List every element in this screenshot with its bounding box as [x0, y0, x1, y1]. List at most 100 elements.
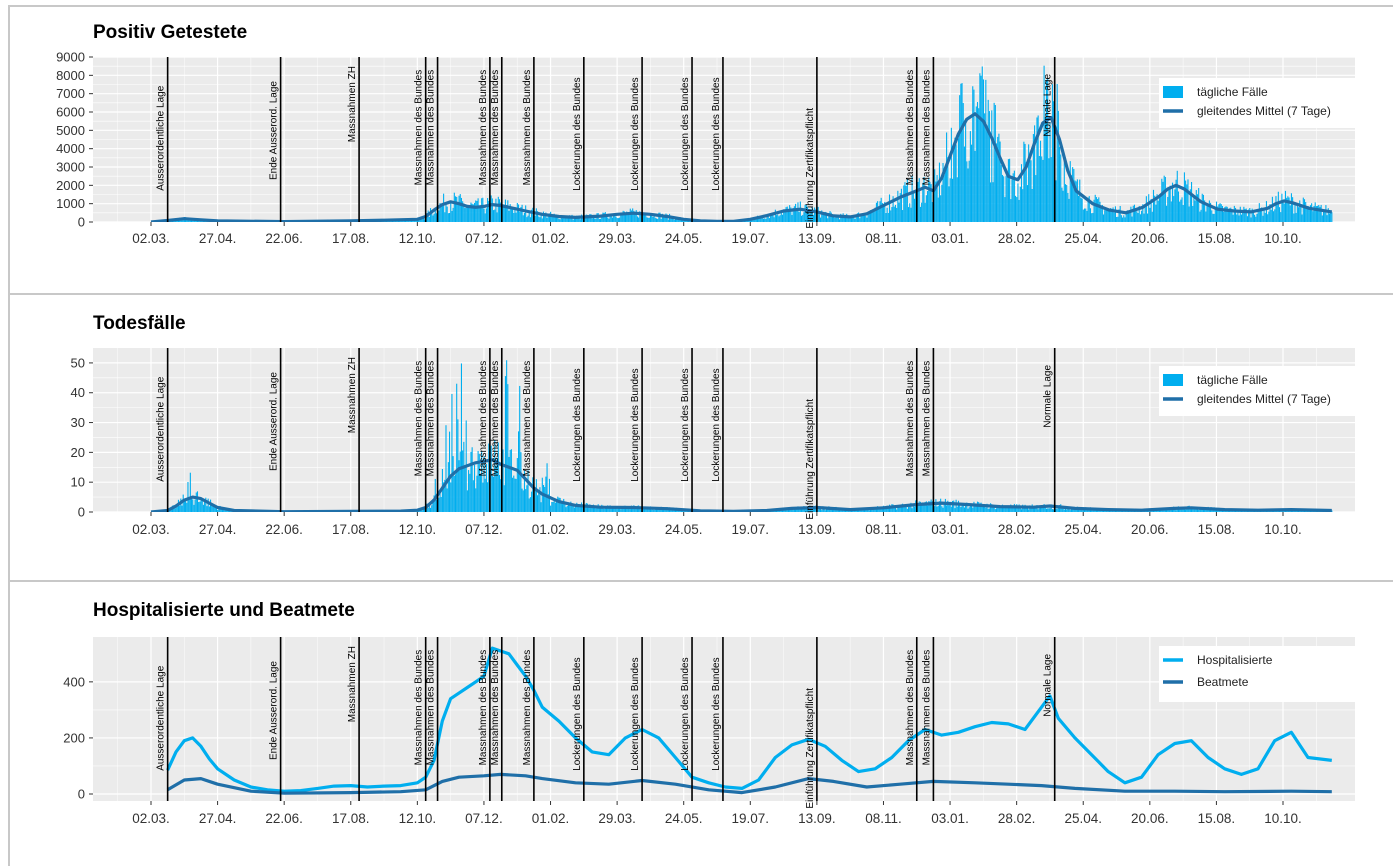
- bar: [819, 217, 822, 222]
- bar: [427, 508, 429, 512]
- bar: [950, 506, 952, 512]
- bar: [837, 216, 839, 222]
- legend-background: [1159, 646, 1355, 702]
- bar: [859, 509, 861, 512]
- bar: [465, 207, 467, 222]
- bar: [558, 218, 560, 222]
- bar: [1003, 507, 1005, 512]
- bar: [615, 216, 617, 222]
- bar: [1219, 510, 1221, 512]
- bar: [674, 219, 677, 222]
- bar: [514, 478, 516, 512]
- bar: [188, 497, 190, 512]
- bar: [509, 449, 511, 512]
- bar: [1322, 209, 1325, 222]
- bar: [976, 501, 979, 512]
- bar: [531, 491, 533, 512]
- bar: [804, 508, 806, 512]
- bar: [534, 489, 536, 512]
- bar: [1063, 509, 1065, 512]
- bar: [986, 503, 988, 512]
- bar: [591, 505, 593, 512]
- bar: [1212, 213, 1214, 222]
- bar: [449, 431, 451, 512]
- bar: [431, 211, 433, 222]
- bar: [814, 207, 816, 222]
- bar: [982, 506, 985, 512]
- bar: [868, 213, 870, 222]
- bar: [936, 506, 938, 512]
- bar: [867, 508, 869, 512]
- x-tick-label: 19.07.: [732, 811, 770, 826]
- bar: [1143, 213, 1145, 222]
- bar: [522, 215, 524, 222]
- bar: [190, 220, 193, 222]
- bar: [1075, 181, 1077, 222]
- x-tick-label: 07.12.: [465, 522, 503, 537]
- bar: [1000, 165, 1002, 222]
- bar: [192, 499, 194, 512]
- bar: [174, 508, 176, 512]
- bar: [798, 212, 800, 222]
- legend-label: Hospitalisierte: [1197, 653, 1273, 667]
- bar: [476, 475, 478, 512]
- bar: [1049, 508, 1051, 512]
- bar: [639, 508, 641, 512]
- bar: [921, 202, 923, 222]
- bar: [600, 507, 602, 512]
- bar: [1081, 508, 1083, 512]
- event-label: Lockerungen des Bundes: [711, 77, 722, 190]
- bar: [937, 505, 939, 512]
- bar: [447, 462, 449, 512]
- bar: [844, 214, 847, 222]
- bar: [1220, 204, 1222, 222]
- bar: [504, 376, 506, 512]
- bar: [479, 206, 482, 222]
- bar: [1087, 510, 1089, 512]
- bar: [551, 502, 553, 512]
- bar: [453, 192, 455, 222]
- bar: [792, 207, 794, 222]
- bar: [654, 217, 656, 222]
- bar: [648, 217, 650, 222]
- bar: [947, 157, 949, 222]
- bar: [439, 203, 441, 222]
- bar: [1189, 508, 1191, 512]
- bar: [1122, 217, 1124, 222]
- bar: [647, 217, 649, 222]
- bar: [1034, 125, 1036, 222]
- bar: [446, 206, 448, 222]
- bar: [552, 214, 554, 222]
- bar: [485, 208, 487, 222]
- bar: [1045, 508, 1048, 512]
- bar: [909, 503, 911, 512]
- bar: [1061, 507, 1063, 512]
- bar: [966, 161, 968, 222]
- bar: [1193, 509, 1195, 512]
- bar: [1192, 205, 1194, 222]
- bar: [1066, 185, 1068, 222]
- bar: [653, 509, 655, 512]
- bar: [903, 185, 905, 222]
- bar: [214, 506, 216, 512]
- bar: [789, 205, 791, 222]
- bar: [488, 443, 490, 512]
- bar: [1038, 155, 1040, 222]
- bar: [965, 122, 967, 222]
- bar: [608, 218, 610, 222]
- event-label: Massnahmen des Bundes: [414, 650, 425, 766]
- bar: [1131, 216, 1133, 222]
- bar: [994, 105, 996, 222]
- bar: [468, 206, 470, 222]
- bar: [923, 504, 925, 512]
- bar: [494, 209, 496, 222]
- bar: [439, 493, 441, 512]
- bar: [969, 505, 971, 512]
- bar: [535, 479, 537, 512]
- bar: [510, 208, 512, 222]
- x-tick-label: 24.05.: [665, 811, 703, 826]
- bar: [1161, 178, 1163, 222]
- bar: [878, 208, 880, 222]
- bar: [508, 210, 510, 222]
- bar: [911, 175, 913, 222]
